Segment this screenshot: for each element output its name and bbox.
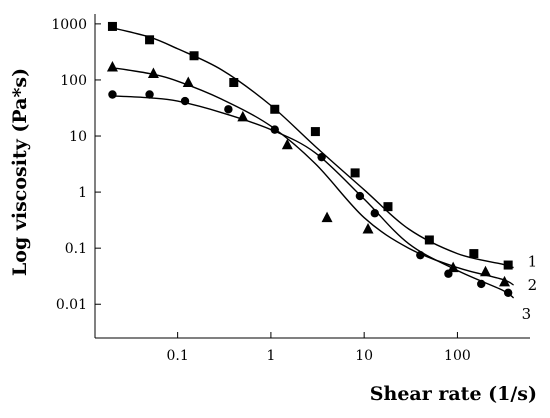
circle-marker — [270, 125, 279, 134]
y-ticks: 1000 100 10 1 0.1 0.01 — [51, 17, 101, 313]
series-label-2: 2 — [528, 276, 538, 294]
circle-marker — [503, 288, 513, 297]
circle-marker — [108, 90, 117, 99]
square-marker — [145, 35, 155, 45]
circle-marker — [370, 209, 379, 218]
triangle-marker — [182, 76, 194, 88]
data-markers — [106, 21, 513, 297]
triangle-marker — [106, 61, 118, 72]
series-label-3: 3 — [522, 305, 532, 323]
square-marker — [310, 127, 320, 137]
triangle-marker — [281, 138, 293, 150]
y-tick-label: 100 — [60, 73, 87, 89]
x-tick-label: 1 — [266, 348, 275, 364]
y-tick-label: 0.01 — [56, 297, 87, 313]
circle-marker — [224, 105, 233, 114]
triangle-marker — [321, 211, 333, 223]
x-axis-title: Shear rate (1/s) — [370, 383, 537, 405]
triangle-marker — [447, 261, 459, 273]
circle-marker — [180, 96, 190, 106]
y-tick-label: 1000 — [51, 17, 87, 33]
circle-marker — [416, 250, 425, 260]
square-marker — [229, 78, 239, 88]
square-marker — [383, 202, 393, 212]
y-tick-label: 1 — [78, 185, 87, 201]
triangle-marker — [362, 222, 374, 234]
series-label-1: 1 — [528, 253, 538, 271]
circle-marker — [145, 90, 154, 99]
axes — [94, 14, 530, 339]
x-tick-label: 10 — [355, 348, 373, 364]
x-tick-label: 100 — [444, 348, 471, 364]
circle-marker — [444, 269, 453, 278]
triangle-marker — [237, 110, 249, 122]
square-marker — [424, 235, 434, 245]
fit-curve-series-2 — [112, 67, 514, 286]
square-marker — [503, 260, 513, 270]
square-marker — [107, 21, 117, 31]
circle-marker — [355, 191, 365, 201]
x-tick-label: 0.1 — [167, 348, 189, 364]
fit-curve-series-1 — [112, 27, 514, 269]
y-tick-label: 0.1 — [65, 241, 87, 257]
y-tick-label: 10 — [69, 129, 87, 145]
square-marker — [469, 249, 479, 259]
triangle-marker — [147, 67, 159, 79]
x-ticks: 0.1 1 10 100 — [167, 332, 471, 364]
square-marker — [350, 168, 360, 178]
y-axis-title: Log viscosity (Pa*s) — [9, 68, 31, 276]
triangle-marker — [480, 265, 492, 277]
fit-curves — [112, 27, 515, 299]
square-marker — [189, 51, 199, 61]
square-marker — [270, 104, 280, 114]
circle-marker — [317, 152, 326, 162]
triangle-marker — [499, 275, 511, 287]
circle-marker — [477, 279, 486, 289]
fit-curve-series-3 — [112, 95, 515, 299]
series-labels: 1 2 3 — [522, 253, 538, 323]
